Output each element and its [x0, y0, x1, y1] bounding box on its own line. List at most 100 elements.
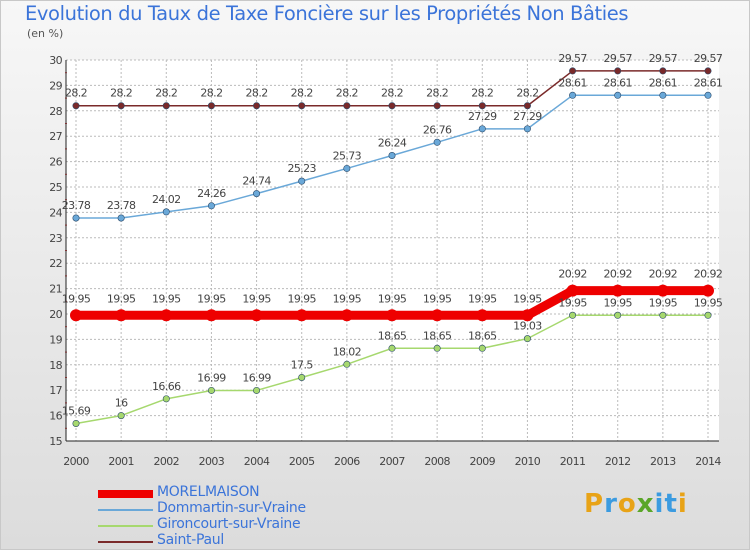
data-label-dommartin: 27.29	[468, 110, 497, 123]
logo-letter: P	[584, 489, 605, 519]
x-tick-label: 2006	[334, 455, 360, 468]
y-tick-label: 26	[49, 156, 62, 169]
legend-swatch-saint-paul	[98, 541, 153, 543]
data-point-morelmaison	[205, 309, 218, 322]
data-label-dommartin: 28.61	[694, 76, 723, 89]
data-point-morelmaison	[656, 284, 669, 297]
y-tick-label: 30	[49, 54, 62, 67]
legend-swatch-morelmaison	[98, 490, 153, 498]
data-point-dommartin	[388, 152, 396, 160]
data-label-morelmaison: 19.95	[287, 292, 316, 305]
y-tick-label: 28	[49, 105, 62, 118]
data-point-morelmaison	[340, 309, 353, 322]
data-label-saint-paul: 28.2	[471, 87, 493, 100]
data-point-gironcourt	[162, 395, 170, 403]
data-point-gironcourt	[117, 412, 125, 420]
y-tick-label: 24	[49, 206, 62, 219]
logo-letter: i	[677, 489, 688, 519]
data-point-dommartin	[207, 202, 215, 210]
data-label-saint-paul: 29.57	[694, 52, 723, 65]
data-label-saint-paul: 29.57	[649, 52, 678, 65]
x-tick-label: 2002	[153, 455, 179, 468]
y-tick-label: 27	[49, 130, 62, 143]
y-tick-label: 22	[49, 257, 62, 270]
legend-label-gironcourt: Gironcourt-sur-Vraine	[157, 516, 301, 532]
data-point-dommartin	[478, 125, 486, 133]
data-label-gironcourt: 19.95	[694, 296, 723, 309]
data-point-saint-paul	[523, 102, 531, 110]
data-label-saint-paul: 29.57	[558, 52, 587, 65]
data-label-saint-paul: 28.2	[110, 87, 132, 100]
data-label-saint-paul: 28.2	[336, 87, 358, 100]
y-tick-label: 16	[49, 410, 62, 423]
data-point-morelmaison	[431, 309, 444, 322]
y-tick-label: 20	[49, 308, 62, 321]
data-point-dommartin	[72, 214, 80, 222]
data-label-morelmaison: 20.92	[649, 268, 678, 281]
data-point-morelmaison	[611, 284, 624, 297]
data-label-gironcourt: 16.99	[197, 371, 226, 384]
data-label-dommartin: 24.02	[152, 193, 181, 206]
data-label-saint-paul: 28.2	[291, 87, 313, 100]
legend-label-morelmaison: MORELMAISON	[157, 484, 260, 500]
data-label-gironcourt: 15.69	[62, 404, 91, 417]
data-label-saint-paul: 28.2	[426, 87, 448, 100]
x-tick-label: 2005	[289, 455, 315, 468]
logo-letter: o	[617, 489, 637, 519]
data-label-gironcourt: 16	[115, 397, 128, 410]
data-label-dommartin: 23.78	[107, 199, 136, 212]
data-label-gironcourt: 18.65	[468, 329, 497, 342]
data-point-morelmaison	[476, 309, 489, 322]
data-label-gironcourt: 19.95	[558, 296, 587, 309]
data-label-dommartin: 26.24	[378, 137, 407, 150]
data-point-gironcourt	[72, 419, 80, 427]
data-label-morelmaison: 19.95	[197, 292, 226, 305]
x-tick-label: 2004	[244, 455, 270, 468]
data-label-saint-paul: 28.2	[246, 87, 268, 100]
y-tick-label: 29	[49, 79, 62, 92]
data-point-gironcourt	[478, 344, 486, 352]
x-tick-label: 2001	[108, 455, 134, 468]
data-point-dommartin	[659, 91, 667, 99]
data-label-morelmaison: 20.92	[558, 268, 587, 281]
x-tick-label: 2007	[379, 455, 405, 468]
data-point-morelmaison	[250, 309, 263, 322]
data-point-gironcourt	[659, 311, 667, 319]
data-label-gironcourt: 19.95	[603, 296, 632, 309]
y-tick-label: 21	[49, 283, 62, 296]
data-point-saint-paul	[704, 67, 712, 75]
data-point-saint-paul	[117, 102, 125, 110]
logo-letter: i	[654, 489, 665, 519]
data-label-saint-paul: 28.2	[381, 87, 403, 100]
logo-letter: x	[636, 489, 655, 519]
data-label-morelmaison: 19.95	[62, 292, 91, 305]
data-point-dommartin	[117, 214, 125, 222]
x-tick-label: 2008	[424, 455, 450, 468]
data-point-saint-paul	[298, 102, 306, 110]
x-tick-label: 2014	[695, 455, 721, 468]
data-point-morelmaison	[566, 284, 579, 297]
data-label-dommartin: 28.61	[603, 76, 632, 89]
data-point-morelmaison	[70, 309, 82, 322]
data-point-dommartin	[704, 91, 712, 99]
proxiti-logo: Proxiti	[584, 489, 688, 519]
data-point-saint-paul	[162, 102, 170, 110]
data-label-dommartin: 24.74	[242, 175, 271, 188]
x-tick-label: 2010	[515, 455, 541, 468]
data-label-dommartin: 26.76	[423, 123, 452, 136]
data-point-morelmaison	[521, 309, 534, 322]
logo-letter: t	[664, 489, 678, 519]
data-point-morelmaison	[160, 309, 173, 322]
x-tick-label: 2000	[63, 455, 89, 468]
data-label-gironcourt: 18.02	[333, 345, 362, 358]
data-point-saint-paul	[433, 102, 441, 110]
legend-label-saint-paul: Saint-Paul	[157, 532, 224, 548]
y-tick-label: 23	[49, 232, 62, 245]
x-tick-label: 2009	[469, 455, 495, 468]
data-point-saint-paul	[343, 102, 351, 110]
data-label-gironcourt: 17.5	[291, 359, 314, 372]
data-label-gironcourt: 18.65	[378, 329, 407, 342]
x-tick-label: 2003	[199, 455, 225, 468]
data-point-gironcourt	[569, 311, 577, 319]
x-tick-label: 2011	[560, 455, 586, 468]
